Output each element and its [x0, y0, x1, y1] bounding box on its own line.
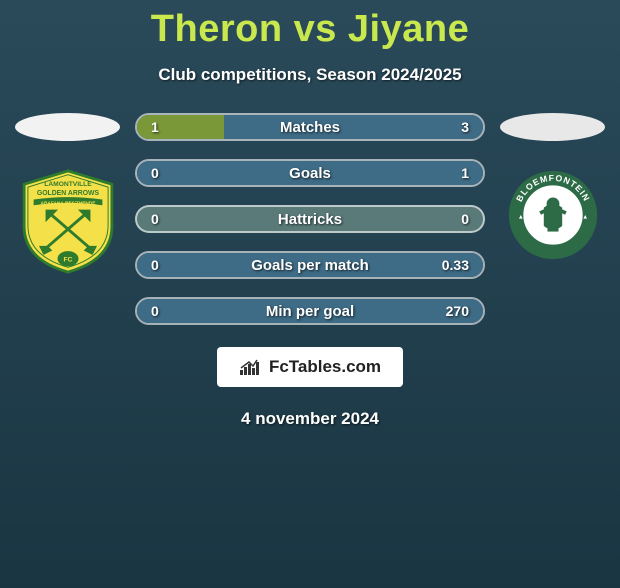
- badge-fc-text: FC: [63, 257, 72, 264]
- stat-value-left: 0: [151, 211, 159, 227]
- stat-value-right: 0: [461, 211, 469, 227]
- page-title: Theron vs Jiyane: [0, 8, 620, 51]
- stat-bar: 0 Goals 1: [135, 159, 485, 187]
- stats-column: 1 Matches 3 0 Goals 1 0 Hattricks 0 0 Goals per ma…: [135, 113, 485, 325]
- badge-sub-text: ABAFANA BES'THENDE: [40, 200, 95, 206]
- stat-value-left: 1: [151, 119, 159, 135]
- stat-label: Hattricks: [278, 211, 342, 228]
- stat-bar: 0 Hattricks 0: [135, 205, 485, 233]
- comparison-card: Theron vs Jiyane Club competitions, Seas…: [0, 8, 620, 429]
- badge-top-text: LAMONTVILLE: [44, 181, 92, 188]
- stat-value-left: 0: [151, 303, 159, 319]
- stat-value-right: 270: [446, 303, 469, 319]
- stat-label: Min per goal: [266, 303, 354, 320]
- stat-bar: 1 Matches 3: [135, 113, 485, 141]
- badge-mid-text: GOLDEN ARROWS: [36, 190, 99, 197]
- stat-value-right: 1: [461, 165, 469, 181]
- stat-value-right: 0.33: [442, 257, 469, 273]
- stat-label: Matches: [280, 119, 340, 136]
- stat-label: Goals per match: [251, 257, 369, 274]
- left-player-oval: [15, 113, 120, 141]
- branding[interactable]: FcTables.com: [217, 347, 403, 387]
- subtitle: Club competitions, Season 2024/2025: [0, 65, 620, 85]
- stat-value-left: 0: [151, 165, 159, 181]
- left-player-col: LAMONTVILLE GOLDEN ARROWS ABAFANA BES'TH…: [10, 113, 125, 274]
- chart-icon: [239, 358, 261, 376]
- brand-text: FcTables.com: [269, 357, 381, 377]
- content-row: LAMONTVILLE GOLDEN ARROWS ABAFANA BES'TH…: [0, 113, 620, 325]
- right-player-col: BLOEMFONTEIN CELTIC: [495, 113, 610, 261]
- stat-value-left: 0: [151, 257, 159, 273]
- stat-bar: 0 Min per goal 270: [135, 297, 485, 325]
- left-team-badge: LAMONTVILLE GOLDEN ARROWS ABAFANA BES'TH…: [18, 169, 118, 274]
- stat-label: Goals: [289, 165, 331, 182]
- stat-fill-left: [137, 115, 224, 139]
- stat-fill-right: [224, 115, 484, 139]
- stat-bar: 0 Goals per match 0.33: [135, 251, 485, 279]
- right-team-badge: BLOEMFONTEIN CELTIC: [503, 169, 603, 261]
- stat-value-right: 3: [461, 119, 469, 135]
- date-line: 4 november 2024: [0, 409, 620, 429]
- right-player-oval: [500, 113, 605, 141]
